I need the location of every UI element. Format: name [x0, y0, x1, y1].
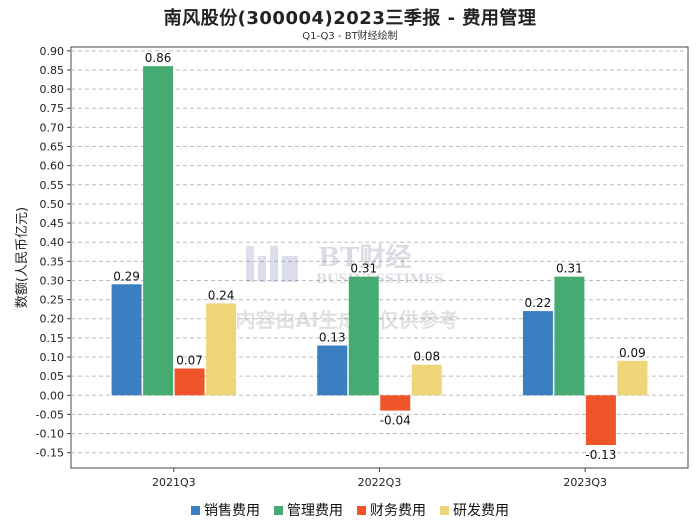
- y-tick-label: 0.55: [40, 179, 65, 192]
- bar: [585, 395, 616, 446]
- data-label: 0.24: [208, 288, 235, 302]
- y-tick-label: 0.75: [40, 102, 65, 115]
- y-tick-label: 0.80: [40, 83, 65, 96]
- watermark-brand-sub: BUSINESSTIMES: [316, 272, 444, 287]
- y-tick-label: 0.45: [40, 217, 65, 230]
- bar: [617, 360, 648, 396]
- y-tick-label: 0.15: [40, 332, 65, 345]
- y-tick-label: 0.40: [40, 236, 65, 249]
- bar: [554, 276, 585, 396]
- data-label: 0.09: [619, 346, 646, 360]
- data-label: 0.31: [350, 262, 377, 276]
- x-tick-label: 2023Q3: [563, 476, 607, 489]
- y-tick-label: 0.60: [40, 160, 65, 173]
- y-tick-label: 0.35: [40, 255, 65, 268]
- bar: [380, 395, 411, 411]
- legend-label: 管理费用: [287, 503, 343, 519]
- plot-area: [70, 46, 689, 469]
- watermark-brand: BT财经: [318, 242, 411, 273]
- y-tick-label: -0.05: [36, 408, 64, 421]
- data-label: 0.08: [413, 350, 440, 364]
- data-label: 0.31: [556, 262, 583, 276]
- y-tick-label: 0.90: [40, 45, 65, 58]
- legend-item: 管理费用: [274, 500, 343, 520]
- legend-item: 销售费用: [191, 500, 260, 520]
- legend-item: 研发费用: [440, 500, 509, 520]
- x-tick-label: 2021Q3: [152, 476, 196, 489]
- y-tick-label: -0.15: [36, 447, 64, 460]
- y-axis-label: 数额(人民币亿元): [15, 207, 30, 308]
- watermark-logo-icon: [246, 246, 298, 282]
- y-tick-label: 0.00: [40, 389, 65, 402]
- legend-swatch: [357, 505, 366, 515]
- chart-subtitle: Q1-Q3 - BT财经绘制: [302, 31, 398, 42]
- data-label: 0.86: [145, 51, 172, 65]
- data-label: 0.07: [176, 353, 203, 367]
- data-label: -0.13: [585, 448, 616, 462]
- y-tick-label: 0.20: [40, 313, 65, 326]
- bar: [411, 364, 442, 396]
- y-tick-label: 0.05: [40, 370, 65, 383]
- legend-label: 研发费用: [453, 503, 509, 519]
- watermark-notice: 内容由AI生成，仅供参考: [236, 308, 459, 332]
- bar-chart: -0.15 -0.10 -0.05 0.00 0.05 0.10 0.15 0.20 0.25 0…: [15, 45, 689, 489]
- y-tick-label: 0.30: [40, 274, 65, 287]
- bar: [174, 368, 205, 396]
- legend-label: 财务费用: [370, 503, 426, 519]
- y-tick-label: 0.85: [40, 64, 65, 77]
- bar: [317, 345, 348, 396]
- y-tick-label: 0.50: [40, 198, 65, 211]
- y-tick-label: 0.10: [40, 351, 65, 364]
- data-label: 0.13: [319, 331, 346, 345]
- data-label: 0.22: [525, 296, 552, 310]
- y-tick-label: 0.25: [40, 294, 65, 307]
- y-tick-label: 0.65: [40, 141, 65, 154]
- legend-label: 销售费用: [204, 503, 260, 519]
- legend-swatch: [274, 505, 283, 515]
- bar: [348, 276, 379, 396]
- legend-swatch: [191, 505, 200, 515]
- legend-swatch: [440, 505, 449, 515]
- y-tick-label: 0.70: [40, 121, 65, 134]
- chart-title: 南风股份(300004)2023三季报 - 费用管理: [163, 8, 537, 29]
- data-label: -0.04: [380, 414, 411, 428]
- data-label: 0.29: [113, 269, 140, 283]
- bar: [143, 66, 174, 396]
- bar: [206, 303, 237, 396]
- chart-legend: 销售费用 管理费用 财务费用 研发费用: [0, 500, 700, 520]
- legend-item: 财务费用: [357, 500, 426, 520]
- x-tick-label: 2022Q3: [358, 476, 402, 489]
- bar: [111, 284, 142, 396]
- y-tick-label: -0.10: [36, 428, 64, 441]
- bar: [522, 311, 553, 396]
